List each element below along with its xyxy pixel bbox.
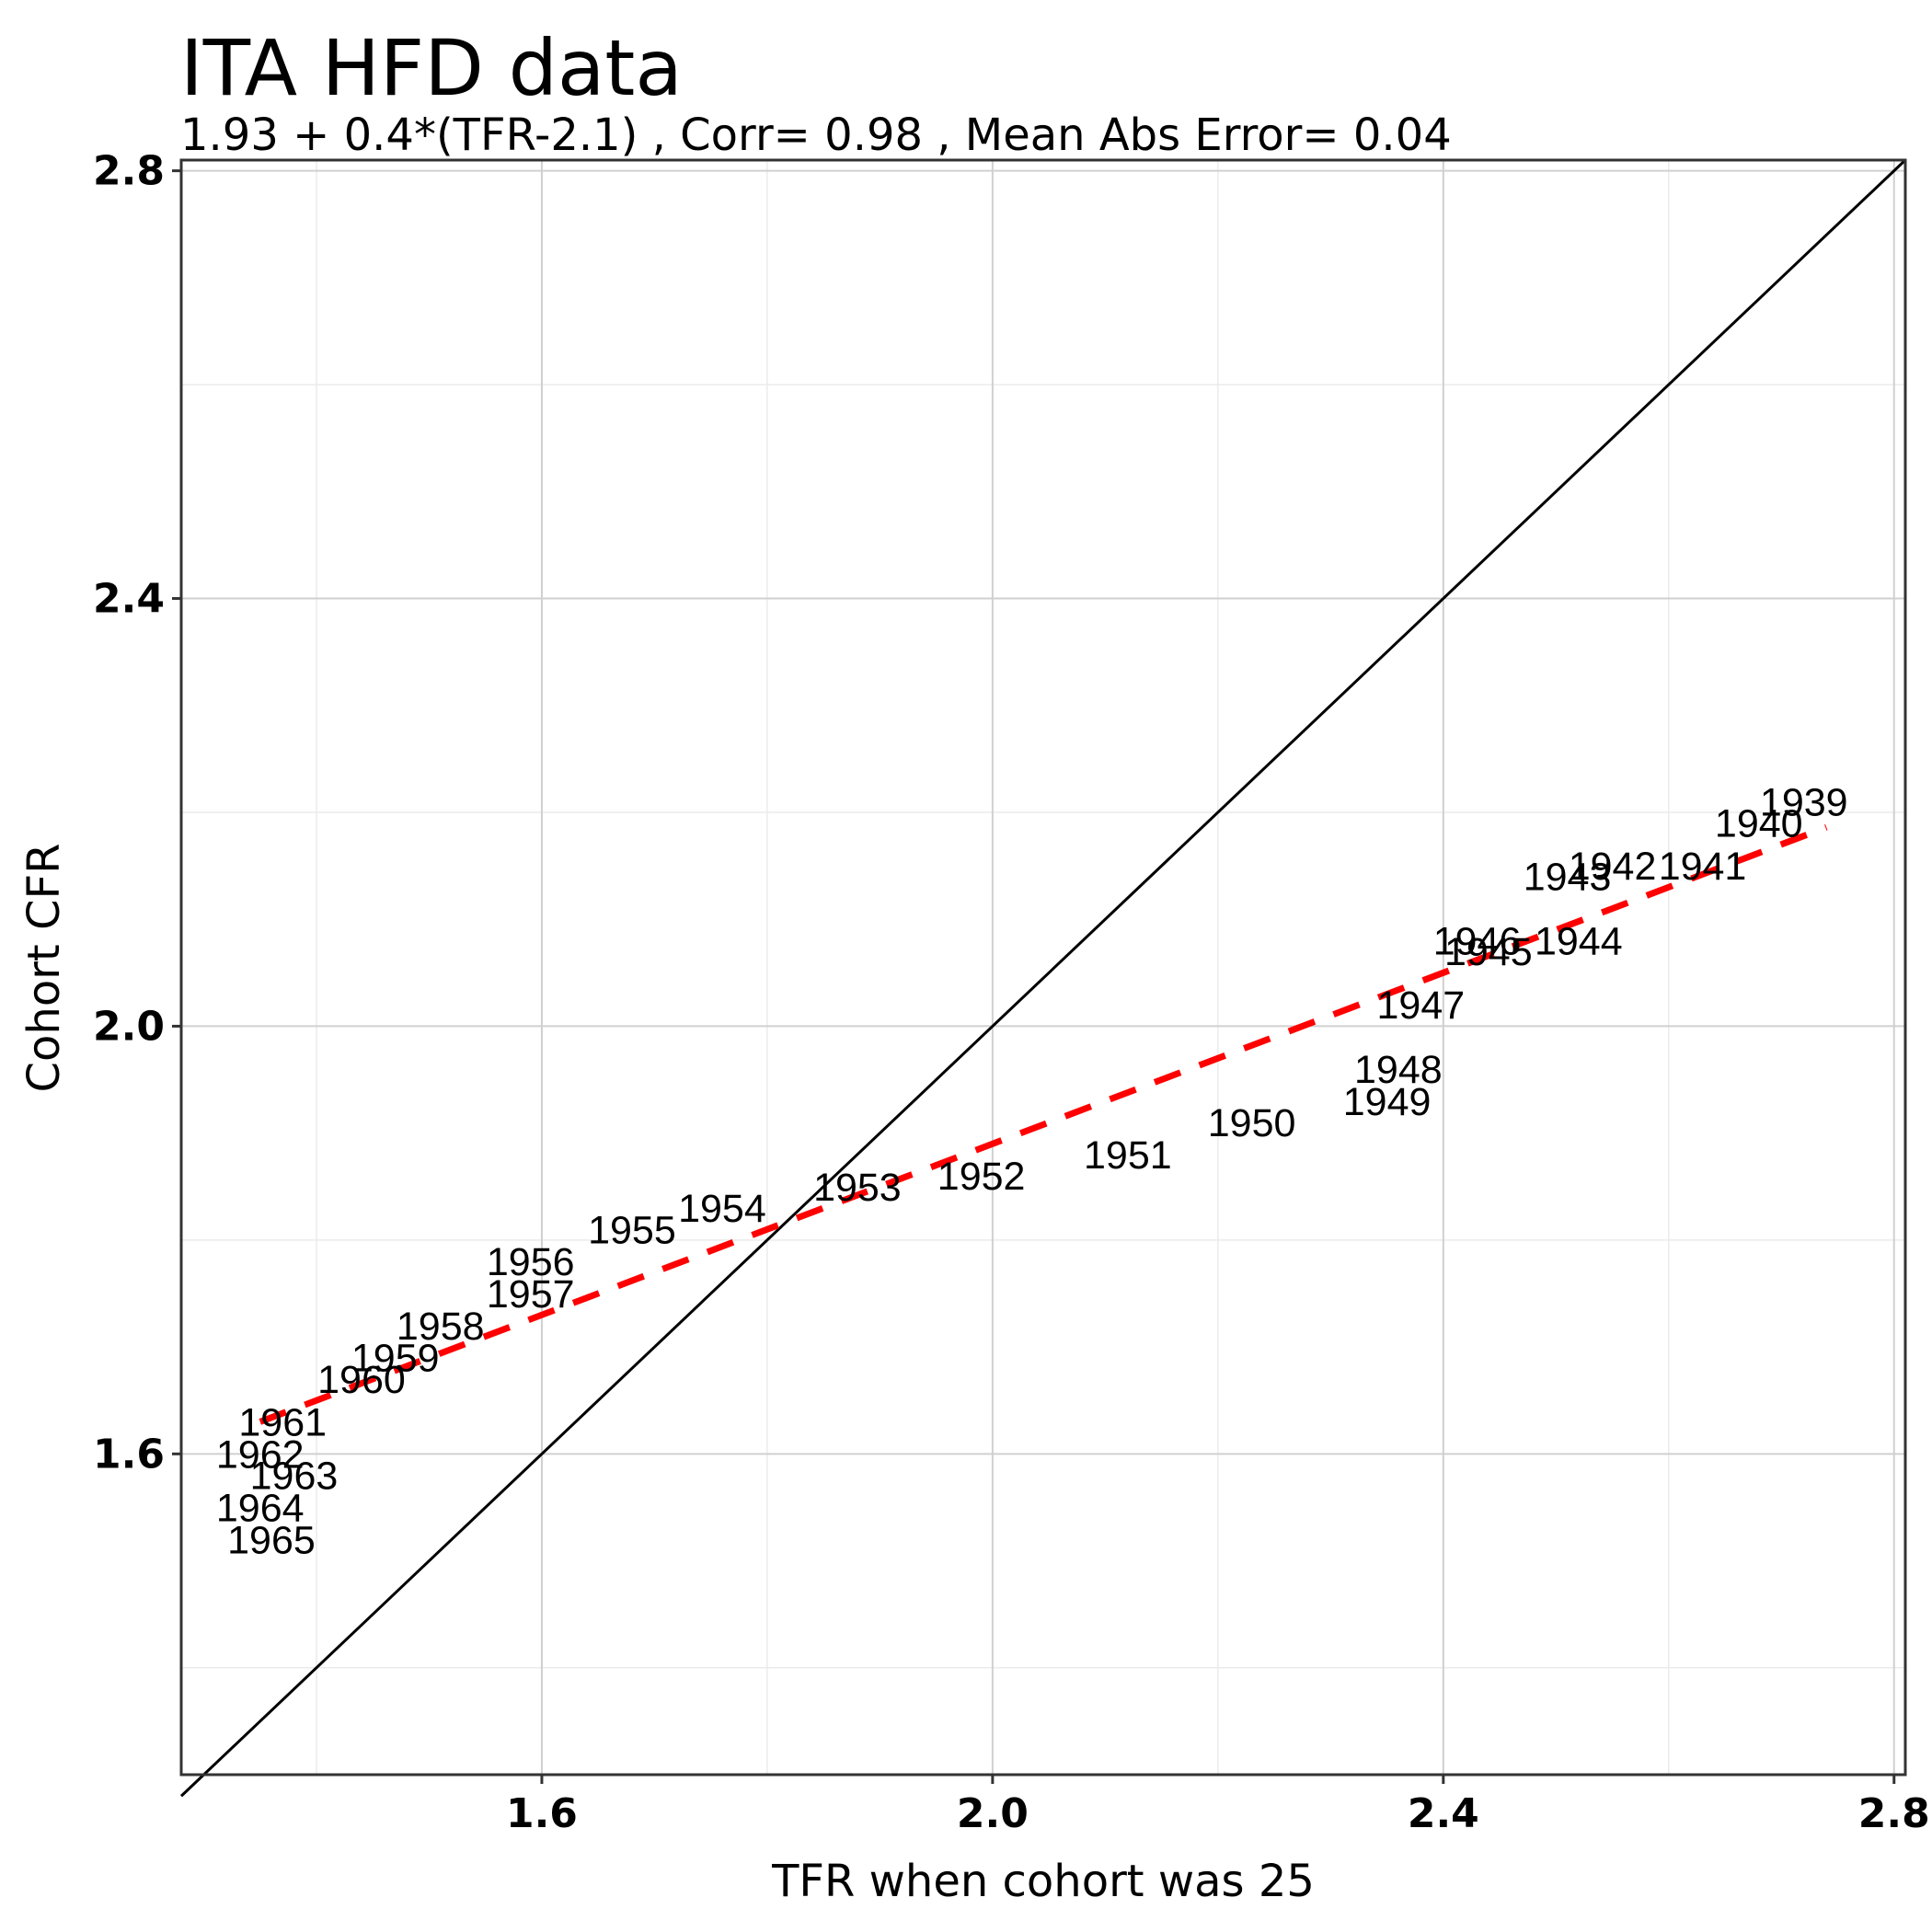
point-label-1958: 1958 [397,1305,485,1349]
point-label-1940: 1940 [1715,802,1803,846]
point-label-1942: 1942 [1569,845,1657,889]
x-axis-title: TFR when cohort was 25 [771,1856,1315,1907]
point-label-1952: 1952 [937,1155,1026,1199]
x-tick-label: 2.0 [957,1790,1029,1837]
reference-line-group [179,158,1907,1798]
y-tick-label: 2.4 [93,576,165,623]
point-label-1949: 1949 [1343,1080,1432,1124]
point-label-1946: 1946 [1433,919,1522,963]
point-label-1948: 1948 [1354,1048,1443,1092]
point-label-1951: 1951 [1084,1133,1172,1178]
point-label-1959: 1959 [351,1337,440,1381]
point-label-1964: 1964 [216,1486,305,1530]
fit-line-group [259,823,1828,1425]
point-label-1953: 1953 [813,1166,902,1210]
y-axis-title: Cohort CFR [18,844,70,1093]
point-label-1963: 1963 [250,1455,339,1499]
point-label-1947: 1947 [1376,983,1465,1028]
major-gridlines [181,160,1905,1775]
point-label-1945: 1945 [1444,930,1533,974]
point-label-1961: 1961 [238,1400,327,1444]
y-tick-label: 2.8 [93,148,165,195]
point-label-1962: 1962 [216,1432,305,1477]
point-label-1965: 1965 [227,1518,316,1562]
x-tick-label: 2.4 [1408,1790,1479,1837]
x-tick-label: 1.6 [506,1790,578,1837]
y-tick-label: 2.0 [93,1003,165,1050]
fit-line [259,823,1828,1425]
point-label-1956: 1956 [487,1240,575,1284]
point-label-1954: 1954 [678,1187,766,1231]
point-label-1955: 1955 [588,1208,676,1252]
point-label-1957: 1957 [487,1272,575,1317]
point-label-1939: 1939 [1760,780,1848,824]
x-axis: 1.6 2.0 2.4 2.8 [506,1775,1930,1837]
reference-line [179,158,1907,1798]
panel-border [179,158,1907,1777]
y-tick-label: 1.6 [93,1431,165,1478]
chart-title: ITA HFD data [180,23,683,113]
panel-background [181,160,1905,1775]
point-label-1944: 1944 [1535,919,1623,963]
y-axis: 1.6 2.0 2.4 2.8 [93,148,181,1478]
point-label-1941: 1941 [1659,845,1747,889]
chart-subtitle: 1.93 + 0.4*(TFR-2.1) , Corr= 0.98 , Mean… [180,109,1452,161]
point-label-1950: 1950 [1208,1101,1296,1145]
point-label-1943: 1943 [1524,856,1612,900]
x-ticks: 1.6 2.0 2.4 2.8 [506,1775,1930,1837]
point-label-1960: 1960 [317,1358,406,1402]
minor-gridlines [181,160,1905,1775]
x-tick-label: 2.8 [1858,1790,1930,1837]
y-ticks: 1.6 2.0 2.4 2.8 [93,148,181,1478]
